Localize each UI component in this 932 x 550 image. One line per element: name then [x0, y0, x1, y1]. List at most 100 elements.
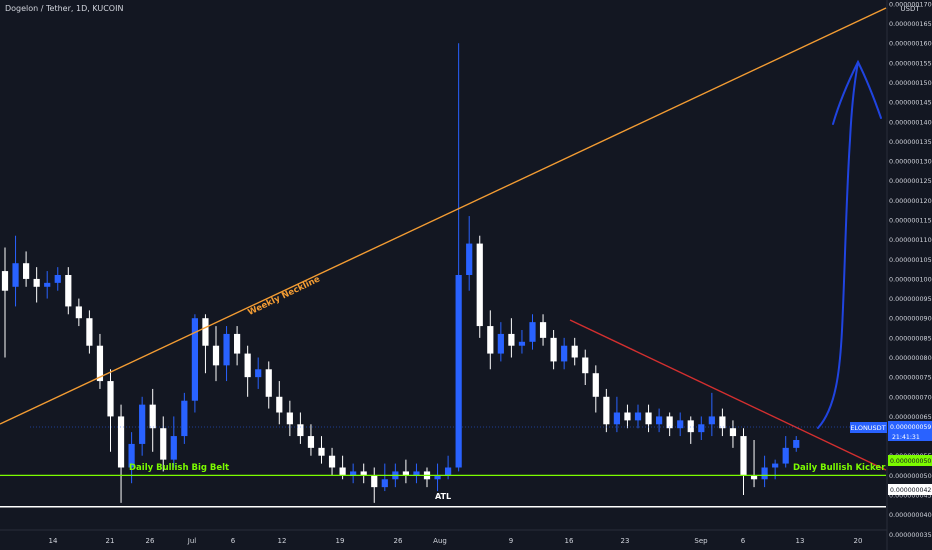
- candle: [212, 326, 220, 382]
- downtrend-line[interactable]: [569, 319, 887, 471]
- candle: [371, 467, 378, 503]
- candle: [234, 326, 241, 366]
- candle-body: [381, 479, 388, 488]
- candle-body: [212, 345, 220, 366]
- candle-body: [677, 420, 684, 429]
- candle-body: [297, 424, 304, 437]
- candle: [86, 310, 93, 354]
- candle: [96, 333, 104, 389]
- candle: [550, 330, 557, 370]
- candle: [328, 447, 336, 476]
- candle: [244, 345, 251, 397]
- candle: [360, 463, 367, 484]
- candle: [12, 235, 19, 307]
- time-tick-label: 6: [741, 537, 746, 545]
- price-tick-label: 0.000000110: [889, 236, 932, 244]
- time-tick-label: 23: [621, 537, 630, 545]
- candle: [318, 436, 325, 464]
- price-tick-label: 0.000000035: [889, 531, 932, 539]
- candle: [613, 396, 620, 433]
- candle: [202, 314, 209, 374]
- candle-body: [96, 345, 104, 382]
- candle-body: [445, 467, 452, 476]
- price-tick-label: 0.000000160: [889, 40, 932, 48]
- candle-body: [497, 333, 504, 354]
- candle-body: [539, 322, 547, 338]
- candle-body: [12, 263, 19, 287]
- candle: [793, 436, 800, 452]
- candle: [466, 216, 473, 291]
- kicker-label: Daily Bullish Kicker: [793, 463, 886, 473]
- candle-body: [33, 278, 40, 287]
- projection-arrow-shaft: [817, 61, 859, 429]
- price-tick-label: 0.000000150: [889, 79, 932, 87]
- candle-body: [371, 475, 378, 488]
- candle-body: [603, 396, 610, 425]
- candle-body: [255, 369, 262, 378]
- candle: [740, 428, 747, 495]
- candle-body: [286, 412, 293, 425]
- candle: [645, 404, 652, 433]
- candle-body: [1, 271, 9, 291]
- candle: [413, 463, 420, 484]
- candle-body: [86, 318, 93, 346]
- candle-body: [550, 337, 557, 362]
- candle-body: [761, 467, 768, 480]
- candle-body: [687, 420, 694, 433]
- candle: [1, 247, 9, 358]
- candle: [255, 357, 262, 389]
- candle-body: [117, 416, 125, 468]
- candle: [529, 314, 536, 350]
- time-axis[interactable]: 14 21 26 Jul 6 12 19 26 Aug 9 16 23 Sep 6 13 20: [49, 537, 863, 545]
- atl-price-tag: 0.000000042: [888, 484, 932, 495]
- axis-unit-label: USDT: [900, 5, 920, 13]
- price-tick-label: 0.000000120: [889, 197, 932, 205]
- candle-body: [656, 416, 663, 425]
- price-tick-label: 0.000000050: [889, 472, 932, 480]
- candle-body: [191, 318, 198, 401]
- atl-price-text: 0.000000042: [890, 487, 931, 494]
- candle-body: [181, 400, 188, 437]
- candle-body: [170, 436, 177, 460]
- candle: [286, 400, 293, 437]
- time-tick-label: 20: [854, 537, 863, 545]
- symbol-tag: ELONUSDT: [850, 422, 887, 433]
- support-price-tag: 0.000000050: [888, 455, 932, 466]
- big-belt-label: Daily Bullish Big Belt: [129, 463, 229, 473]
- candle: [582, 349, 589, 385]
- price-tick-label: 0.000000170: [889, 0, 932, 8]
- candle: [107, 369, 114, 452]
- time-tick-label: 21: [106, 537, 115, 545]
- candle-body: [202, 318, 209, 346]
- candle-body: [339, 467, 346, 476]
- candle-body: [571, 345, 578, 358]
- candle: [276, 381, 283, 425]
- candle-body: [65, 275, 72, 307]
- time-tick-label: 9: [509, 537, 513, 545]
- price-tick-label: 0.000000095: [889, 295, 932, 303]
- candle: [782, 436, 789, 468]
- candle-body: [666, 416, 673, 429]
- price-tick-label: 0.000000140: [889, 118, 932, 126]
- candle-body: [476, 243, 483, 327]
- candle-body: [645, 412, 652, 425]
- candle-body: [582, 357, 589, 374]
- candle: [65, 267, 72, 315]
- price-tick-label: 0.000000135: [889, 138, 932, 146]
- atl-label: ATL: [435, 492, 451, 501]
- candle: [487, 310, 494, 370]
- time-tick-label: 6: [231, 537, 236, 545]
- time-tick-label: 16: [565, 537, 574, 545]
- candle-body: [729, 428, 737, 437]
- candle-body: [508, 333, 515, 346]
- time-tick-label: Sep: [694, 537, 708, 545]
- price-tick-label: 0.000000045: [889, 492, 932, 500]
- candle: [223, 326, 230, 382]
- candle: [561, 337, 568, 370]
- candle-body: [698, 424, 705, 433]
- price-tick-label: 0.000000075: [889, 374, 932, 382]
- candle: [508, 318, 515, 358]
- weekly-neckline-line[interactable]: [0, 7, 887, 425]
- candle-body: [434, 475, 441, 480]
